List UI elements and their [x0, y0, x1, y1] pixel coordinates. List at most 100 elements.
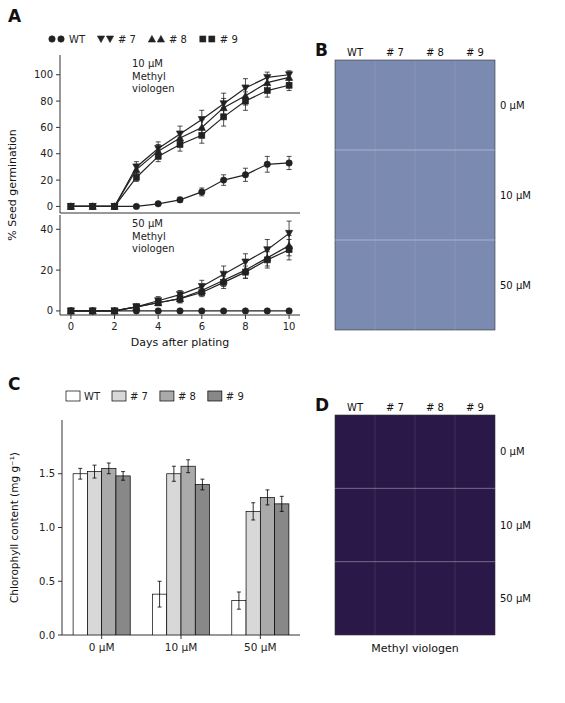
- error-bar: [121, 472, 125, 481]
- point: [220, 177, 226, 183]
- point: [242, 269, 248, 275]
- column-label: # 8: [426, 47, 444, 58]
- bar: [116, 476, 130, 635]
- point: [112, 203, 118, 209]
- point: [133, 304, 140, 311]
- point: [90, 203, 96, 209]
- panel-label: B: [315, 40, 328, 60]
- y-axis-label: % Seed germination: [6, 129, 19, 241]
- x-tick-label: 0: [68, 321, 74, 332]
- x-tick: [114, 315, 115, 319]
- panel-divider: [375, 415, 376, 635]
- y-tick-label: 0: [47, 201, 53, 212]
- legend-marker: [200, 36, 206, 42]
- point: [111, 308, 117, 314]
- error-bar: [243, 92, 248, 110]
- column-label: # 9: [466, 47, 484, 58]
- series-line: [71, 77, 289, 206]
- series-line: [71, 85, 289, 206]
- point: [67, 307, 74, 314]
- y-tick-label: 1.0: [39, 522, 55, 533]
- legend-label: # 8: [178, 391, 196, 402]
- error-bar: [287, 80, 292, 91]
- row-label: 50 μM: [500, 280, 531, 291]
- error-bar: [243, 266, 248, 278]
- x-tick: [70, 315, 71, 319]
- y-tick: [56, 153, 60, 154]
- point: [67, 308, 74, 315]
- y-tick: [56, 74, 60, 75]
- point: [111, 307, 118, 314]
- legend-swatch: [66, 391, 80, 401]
- panel-divider: [415, 415, 416, 635]
- series-line: [71, 75, 289, 207]
- y-tick: [56, 206, 60, 207]
- y-tick-label: 0: [47, 305, 53, 316]
- bar: [246, 511, 260, 635]
- error-bar: [78, 468, 82, 479]
- point: [67, 203, 74, 210]
- error-bar: [265, 490, 269, 505]
- text-line: 10 μM: [132, 58, 163, 69]
- legend-marker: [97, 36, 104, 43]
- error-bar: [243, 262, 248, 278]
- point: [286, 247, 292, 253]
- error-bar: [199, 127, 204, 143]
- x-tick: [289, 315, 290, 319]
- y-tick-label: 80: [40, 96, 53, 107]
- point: [155, 300, 161, 306]
- point: [264, 161, 270, 167]
- error-bar: [156, 301, 161, 305]
- y-tick-label: 0.0: [39, 630, 55, 641]
- panel-divider: [455, 60, 456, 330]
- legend-label: WT: [84, 391, 101, 402]
- point: [242, 98, 248, 104]
- text-line: Methyl: [132, 231, 166, 242]
- point: [199, 132, 205, 138]
- point: [177, 142, 183, 148]
- point: [199, 308, 205, 314]
- error-bar: [221, 276, 226, 288]
- series-line: [71, 163, 289, 206]
- panel-divider: [415, 60, 416, 330]
- text-line: 50 μM: [132, 218, 163, 229]
- row-label: 0 μM: [500, 446, 525, 457]
- error-bar: [93, 465, 97, 478]
- legend-marker: [58, 36, 64, 42]
- point: [90, 308, 96, 314]
- panel-divider: [455, 415, 456, 635]
- point: [155, 201, 161, 207]
- bar: [195, 485, 209, 636]
- error-bar: [237, 592, 241, 609]
- point: [111, 203, 118, 210]
- point: [242, 308, 248, 314]
- bar: [275, 504, 289, 635]
- point: [221, 279, 227, 285]
- column-label: WT: [347, 402, 364, 413]
- bar: [102, 468, 116, 635]
- point: [133, 166, 140, 173]
- error-bar: [178, 295, 183, 303]
- point: [68, 203, 74, 209]
- point: [177, 296, 183, 302]
- error-bar: [287, 239, 292, 259]
- error-bar: [156, 151, 161, 162]
- y-tick-label: 20: [40, 175, 53, 186]
- x-tick-label: 2: [111, 321, 117, 332]
- legend-marker: [157, 35, 164, 42]
- row-label: 50 μM: [500, 593, 531, 604]
- error-bar: [178, 138, 183, 151]
- error-bar: [158, 581, 162, 607]
- x-tick: [245, 315, 246, 319]
- point: [133, 203, 139, 209]
- error-bar: [178, 197, 183, 202]
- x-tick-label: 50 μM: [244, 641, 276, 653]
- point: [90, 308, 96, 314]
- series-line: [71, 246, 289, 311]
- row-label: 0 μM: [500, 100, 525, 111]
- x-tick-label: 10 μM: [165, 641, 197, 653]
- y-tick-label: 20: [40, 265, 53, 276]
- row-label: 10 μM: [500, 190, 531, 201]
- point: [155, 308, 161, 314]
- point: [112, 308, 118, 314]
